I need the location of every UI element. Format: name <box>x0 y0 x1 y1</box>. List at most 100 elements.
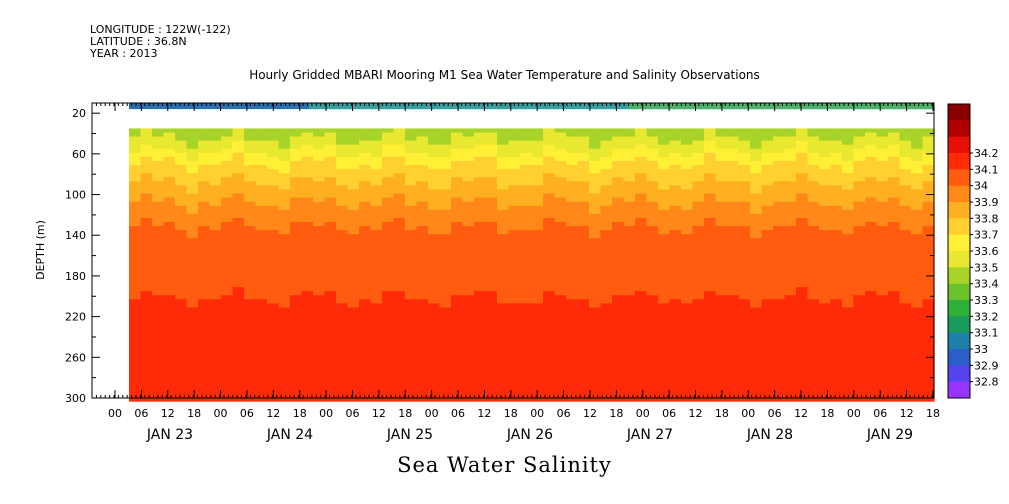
salinity-cell <box>531 230 544 235</box>
salinity-cell <box>577 258 590 264</box>
salinity-cell <box>462 380 475 386</box>
x-tick-label: 12 <box>689 407 703 420</box>
salinity-cell <box>830 181 843 186</box>
salinity-cell <box>474 132 487 138</box>
salinity-cell <box>474 287 487 292</box>
salinity-cell <box>888 348 901 353</box>
salinity-cell <box>646 262 659 268</box>
salinity-cell <box>186 258 199 264</box>
salinity-cell <box>255 197 268 203</box>
salinity-cell <box>761 291 774 296</box>
salinity-cell <box>566 368 579 374</box>
salinity-cell <box>347 165 360 170</box>
salinity-cell <box>336 242 349 248</box>
salinity-cell <box>704 335 717 341</box>
salinity-cell <box>439 319 452 325</box>
salinity-cell <box>152 262 165 268</box>
salinity-cell <box>727 173 740 178</box>
salinity-cell <box>600 132 613 138</box>
salinity-cell <box>474 344 487 349</box>
salinity-cell <box>278 331 291 337</box>
salinity-cell <box>474 258 487 264</box>
salinity-cell <box>865 364 878 370</box>
salinity-cell <box>600 185 613 191</box>
salinity-cell <box>301 156 314 162</box>
salinity-cell <box>336 177 349 182</box>
salinity-cell <box>313 189 326 195</box>
salinity-cell <box>773 384 786 390</box>
salinity-cell <box>290 270 303 276</box>
salinity-cell <box>416 327 429 333</box>
salinity-cell <box>899 356 912 361</box>
salinity-cell <box>140 274 153 280</box>
salinity-cell <box>577 181 590 186</box>
salinity-cell <box>658 364 671 370</box>
salinity-cell <box>773 360 786 366</box>
salinity-cell <box>221 266 234 272</box>
salinity-cell <box>267 364 280 370</box>
salinity-cell <box>554 213 567 219</box>
salinity-cell <box>393 148 406 154</box>
salinity-cell <box>152 226 165 231</box>
salinity-cell <box>301 246 314 252</box>
salinity-cell <box>198 266 211 272</box>
salinity-cell <box>531 189 544 195</box>
salinity-cell <box>635 331 648 337</box>
salinity-cell <box>807 213 820 219</box>
salinity-cell <box>451 283 464 288</box>
salinity-cell <box>336 283 349 288</box>
salinity-cell <box>922 128 935 134</box>
salinity-cell <box>152 173 165 178</box>
salinity-cell <box>393 291 406 296</box>
x-tick-label: 18 <box>609 407 623 420</box>
salinity-cell <box>278 392 291 398</box>
salinity-cell <box>554 295 567 300</box>
salinity-cell <box>198 335 211 341</box>
salinity-cell <box>796 291 809 296</box>
salinity-cell <box>508 340 521 345</box>
salinity-cell <box>497 222 510 227</box>
salinity-cell <box>209 295 222 300</box>
salinity-cell <box>566 299 579 304</box>
salinity-cell <box>163 392 176 398</box>
salinity-cell <box>612 250 625 256</box>
salinity-cell <box>163 205 176 211</box>
salinity-cell <box>692 132 705 138</box>
salinity-cell <box>796 311 809 317</box>
salinity-cell <box>290 307 303 313</box>
salinity-cell <box>290 132 303 138</box>
salinity-cell <box>255 344 268 349</box>
salinity-cell <box>520 303 533 309</box>
salinity-cell <box>244 234 257 239</box>
salinity-cell <box>888 177 901 182</box>
salinity-cell <box>462 278 475 284</box>
salinity-cell <box>842 388 855 394</box>
salinity-cell <box>635 327 648 333</box>
salinity-cell <box>451 266 464 272</box>
salinity-cell <box>301 331 314 337</box>
salinity-cell <box>520 311 533 317</box>
salinity-cell <box>198 254 211 260</box>
salinity-cell <box>508 181 521 186</box>
salinity-cell <box>508 376 521 382</box>
salinity-cell <box>577 197 590 203</box>
salinity-cell <box>393 152 406 158</box>
salinity-cell <box>347 148 360 154</box>
salinity-cell <box>497 376 510 382</box>
salinity-cell <box>474 270 487 276</box>
salinity-cell <box>543 160 556 166</box>
salinity-cell <box>198 258 211 264</box>
salinity-cell <box>497 307 510 313</box>
salinity-cell <box>577 169 590 174</box>
salinity-cell <box>554 217 567 223</box>
salinity-cell <box>704 246 717 252</box>
salinity-cell <box>830 148 843 154</box>
salinity-cell <box>198 148 211 154</box>
salinity-cell <box>577 274 590 280</box>
salinity-cell <box>842 340 855 345</box>
salinity-cell <box>129 315 142 321</box>
salinity-cell <box>382 299 395 304</box>
salinity-cell <box>244 327 257 333</box>
salinity-cell <box>508 319 521 325</box>
salinity-cell <box>370 388 383 394</box>
